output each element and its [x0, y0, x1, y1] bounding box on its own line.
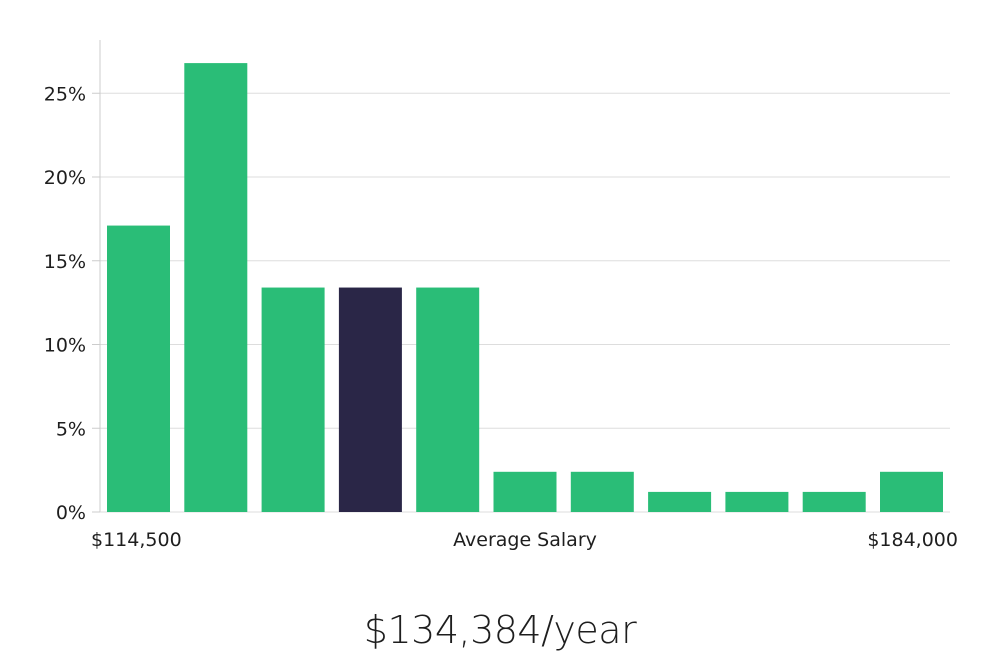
bar — [802, 491, 866, 512]
x-axis-max-label: $184,000 — [867, 529, 958, 551]
chart-canvas: 0% 5% 10% 15% 20% 25% — [44, 40, 950, 524]
y-tick-label: 15% — [44, 251, 86, 273]
bar — [107, 225, 170, 512]
y-tick-label: 25% — [44, 83, 86, 105]
bar — [493, 471, 557, 512]
y-tick-label: 5% — [56, 418, 86, 440]
salary-histogram: 0% 5% 10% 15% 20% 25% — [44, 40, 950, 524]
y-tick-label: 10% — [44, 335, 86, 357]
bar — [416, 287, 480, 512]
y-tick-label: 0% — [56, 502, 86, 524]
x-axis-min-label: $114,500 — [91, 529, 182, 551]
bar-highlighted — [338, 287, 402, 512]
y-tick-label: 20% — [44, 167, 86, 189]
x-axis-title: Average Salary — [453, 529, 597, 551]
bar — [648, 491, 712, 512]
bar — [880, 471, 943, 512]
bar — [261, 287, 325, 512]
bar — [184, 63, 248, 512]
bar — [725, 491, 789, 512]
bar — [570, 471, 634, 512]
average-salary-value: $134,384/year — [363, 608, 637, 652]
